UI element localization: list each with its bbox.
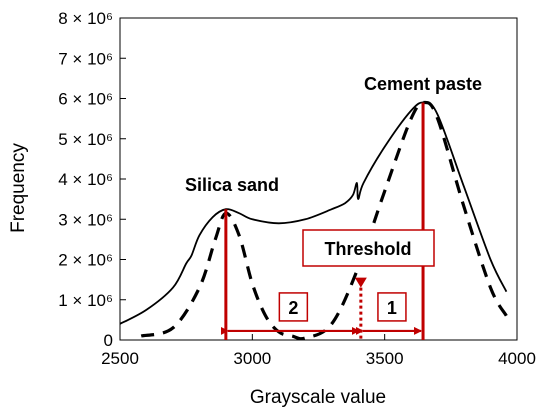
threshold-arrowhead: [354, 277, 367, 288]
range-label-box: [377, 292, 407, 322]
y-tick-label: 2 × 10⁶: [58, 251, 113, 270]
x-tick-label: 2500: [101, 349, 139, 368]
y-tick-label: 0: [104, 331, 113, 350]
series-layer: [119, 100, 508, 341]
y-axis-label: Frequency: [8, 143, 29, 233]
range-label: 2: [288, 298, 298, 318]
x-tick-label: 4000: [498, 349, 536, 368]
y-tick-label: 1 × 10⁶: [58, 291, 113, 310]
y-tick-label: 7 × 10⁶: [58, 49, 113, 68]
plot-frame: [119, 17, 518, 341]
solid-series-line: [119, 101, 508, 325]
threshold-box: [302, 229, 435, 267]
threshold-annotation: Threshold: [324, 239, 411, 259]
y-tick-label: 4 × 10⁶: [58, 170, 113, 189]
range-label: 1: [387, 298, 397, 318]
cement-paste-annotation: Cement paste: [364, 74, 482, 94]
x-axis-ticks: 2500 3000 3500 4000: [101, 334, 536, 368]
x-tick-label: 3000: [233, 349, 271, 368]
axes: [119, 17, 518, 341]
x-tick-label: 3500: [366, 349, 404, 368]
silica-sand-annotation: Silica sand: [185, 175, 279, 195]
y-tick-label: 3 × 10⁶: [58, 210, 113, 229]
x-axis-label: Grayscale value: [250, 387, 386, 408]
range-label-box: [278, 292, 309, 322]
dashed-series-line: [140, 100, 508, 341]
y-tick-label: 6 × 10⁶: [58, 90, 113, 109]
y-tick-label: 8 × 10⁶: [58, 9, 113, 28]
y-tick-label: 5 × 10⁶: [58, 130, 113, 149]
y-axis-ticks: 0 1 × 10⁶ 2 × 10⁶ 3 × 10⁶ 4 × 10⁶ 5 × 10⁶ 6 × …: [58, 9, 126, 350]
